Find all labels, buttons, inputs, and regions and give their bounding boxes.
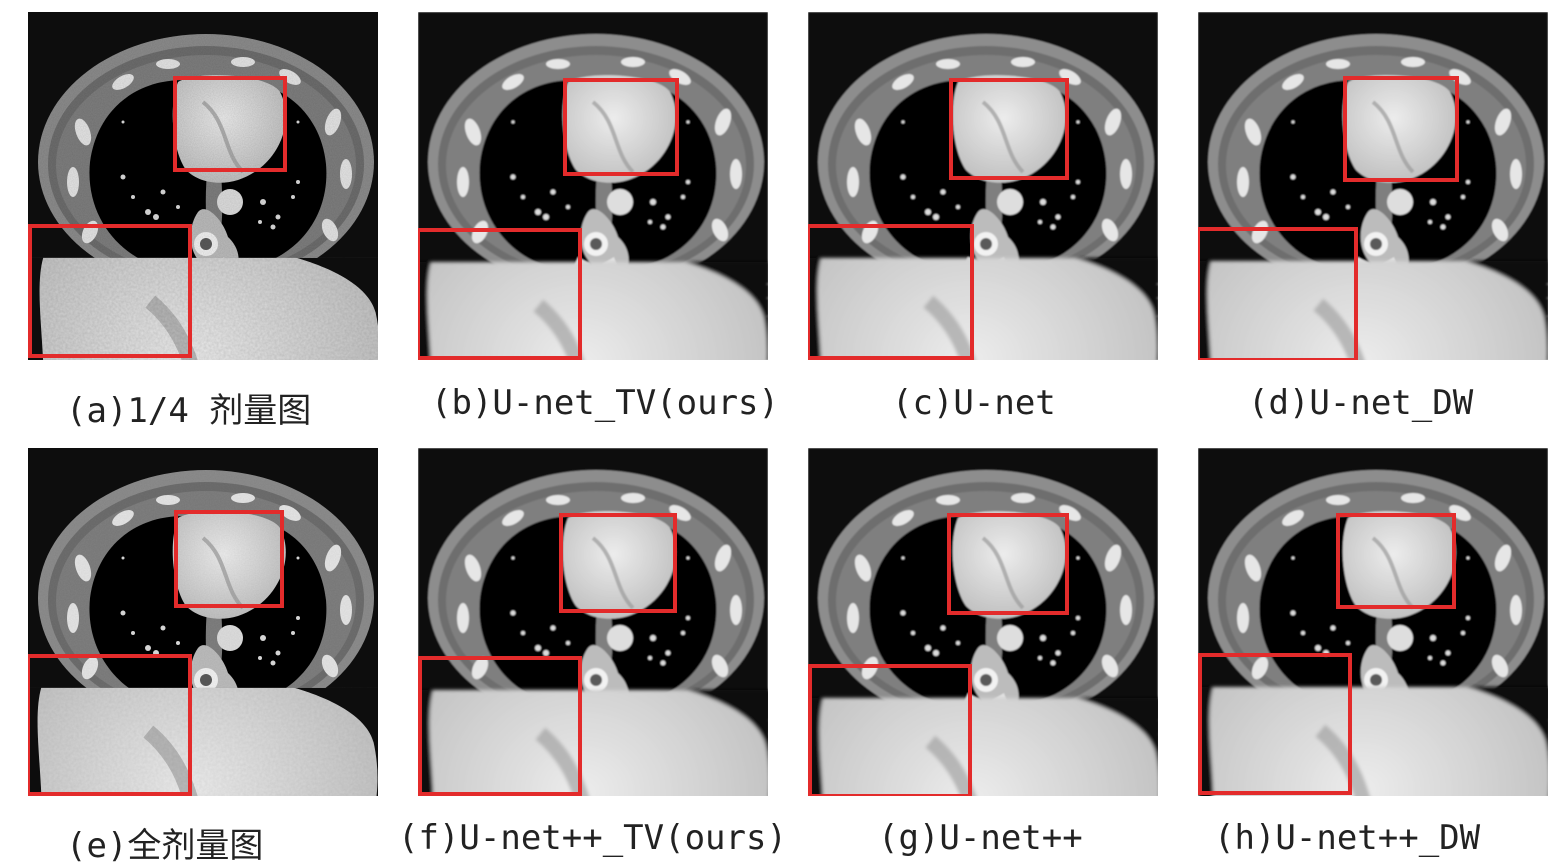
caption-e: (e)全剂量图 [66, 826, 264, 866]
zoom-inset-box [28, 654, 192, 796]
panel-b-image [418, 12, 768, 360]
zoom-inset-box [418, 228, 582, 360]
zoom-inset-box [808, 664, 972, 796]
caption-d: (d)U-net_DW [1248, 383, 1474, 423]
roi-box [949, 78, 1069, 180]
zoom-inset-box [418, 656, 582, 796]
roi-box [174, 510, 284, 608]
roi-box [559, 513, 677, 613]
panel-a-image [28, 12, 378, 360]
panel-c-image [808, 12, 1158, 360]
panel-f-image [418, 448, 768, 796]
roi-box [1343, 76, 1459, 182]
zoom-inset-box [808, 224, 974, 360]
roi-box [563, 78, 679, 176]
panel-h-image [1198, 448, 1548, 796]
caption-f: (f)U-net++_TV(ours) [398, 818, 787, 858]
panel-g-image [808, 448, 1158, 796]
caption-g: (g)U-net++ [878, 818, 1083, 858]
zoom-inset-box [1198, 227, 1358, 360]
caption-b: (b)U-net_TV(ours) [431, 383, 779, 423]
panel-d-image [1198, 12, 1548, 360]
caption-h: (h)U-net++_DW [1214, 818, 1481, 858]
roi-box [1336, 513, 1456, 609]
caption-c: (c)U-net [892, 383, 1056, 423]
caption-a: (a)1/4 剂量图 [66, 391, 312, 431]
roi-box [173, 76, 287, 172]
zoom-inset-box [28, 224, 192, 358]
zoom-inset-box [1198, 653, 1352, 795]
roi-box [947, 513, 1069, 615]
panel-e-image [28, 448, 378, 796]
